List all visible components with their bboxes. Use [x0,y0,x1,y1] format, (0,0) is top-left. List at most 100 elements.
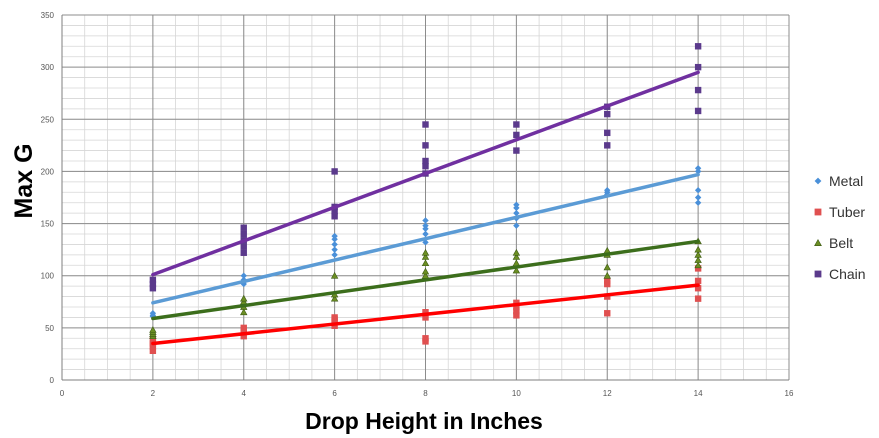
x-tick-label: 14 [694,389,703,398]
y-tick-label: 200 [41,167,55,176]
metal-legend-label: Metal [829,173,863,189]
x-tick-label: 12 [603,389,612,398]
chain-point [422,163,429,170]
y-tick-label: 100 [41,272,55,281]
metal-point [694,199,702,206]
belt-point [421,248,430,256]
metal-point [331,236,338,243]
metal-point [694,187,702,194]
chain-point [694,63,702,71]
chain-point [604,110,611,118]
belt-point [240,308,248,316]
tuber-point [422,314,429,321]
belt-point [240,294,248,302]
x-tick-label: 0 [60,389,65,398]
y-tick-label: 250 [41,115,55,124]
chain-point [331,213,338,220]
trendlines [151,70,700,346]
metal-point [149,313,157,320]
y-axis-title: Max G [10,143,38,218]
belt-point [694,245,702,253]
tuber-point [694,277,702,285]
belt-point [512,248,521,256]
x-tick-label: 8 [423,389,428,398]
metal-point [331,241,338,248]
chain-point [422,142,429,149]
tuber-legend-label: Tuber [829,204,865,220]
metal-point [694,165,702,172]
tuber-point [694,295,702,302]
tuber-point [604,310,611,317]
tuber-point [604,277,611,285]
tuber-point [240,324,247,332]
belt-point [421,253,430,260]
chain-point [422,121,429,128]
chain-point [149,285,157,292]
metal-point [422,230,429,238]
chain-point [422,157,429,165]
tuber-point [331,316,338,323]
y-tick-label: 350 [41,11,55,20]
chain-point [513,121,520,128]
belt-point [330,294,339,302]
y-tick-labels: 0 50 100 150 200 250 300 350 [41,11,55,385]
chain-point [694,107,702,115]
chain-legend-label: Chain [829,266,866,282]
belt-point [694,251,702,258]
chain-point [604,129,611,137]
chain-point [604,142,611,149]
x-tick-labels: 0 2 4 6 8 10 12 14 16 [60,389,794,398]
metal-legend-marker [814,177,822,185]
y-tick-label: 300 [41,63,55,72]
belt-point [603,263,611,271]
chain-point [513,131,520,139]
x-tick-label: 16 [785,389,794,398]
chain-point [240,249,247,256]
belt-point [603,271,611,279]
metal-point [513,209,520,217]
tuber-trendline [151,283,700,346]
tuber-point [240,333,247,340]
chain-point [149,276,157,284]
tuber-legend-marker [814,208,822,216]
chain-point [513,147,520,154]
tuber-point [513,303,520,311]
x-axis-title: Drop Height in Inches [305,408,543,434]
legend: Metal Tuber Belt Chain [814,173,866,282]
belt-point [421,259,430,267]
metal-trendline [151,172,700,305]
metal-point [513,222,520,229]
tuber-point [149,347,157,354]
chain-point [694,43,702,50]
belt-legend-marker [814,238,822,247]
metal-point [331,246,338,253]
tuber-point [694,285,702,292]
chain-point [694,86,702,94]
chain-point [240,243,247,250]
y-tick-label: 150 [41,220,55,229]
y-tick-label: 0 [50,376,55,385]
belt-point [512,266,521,274]
tuber-point [422,335,429,342]
chain-point [240,224,247,231]
x-tick-label: 2 [151,389,156,398]
tuber-point [513,312,520,319]
belt-point [694,261,702,269]
chain-point [149,280,157,288]
belt-point [149,326,157,333]
belt-trendline [151,239,700,321]
chain-point [240,230,247,238]
chain-point [331,207,338,215]
x-tick-label: 4 [242,389,247,398]
x-tick-label: 6 [332,389,337,398]
tuber-point [422,309,429,316]
chain-trendline [151,70,700,277]
metal-point [694,194,702,201]
metal-point [240,272,247,279]
belt-point [512,253,521,260]
belt-legend-label: Belt [829,235,853,251]
metal-point [422,217,429,224]
belt-point [512,259,521,267]
major-gridlines [61,14,790,381]
x-tick-label: 10 [512,389,521,398]
